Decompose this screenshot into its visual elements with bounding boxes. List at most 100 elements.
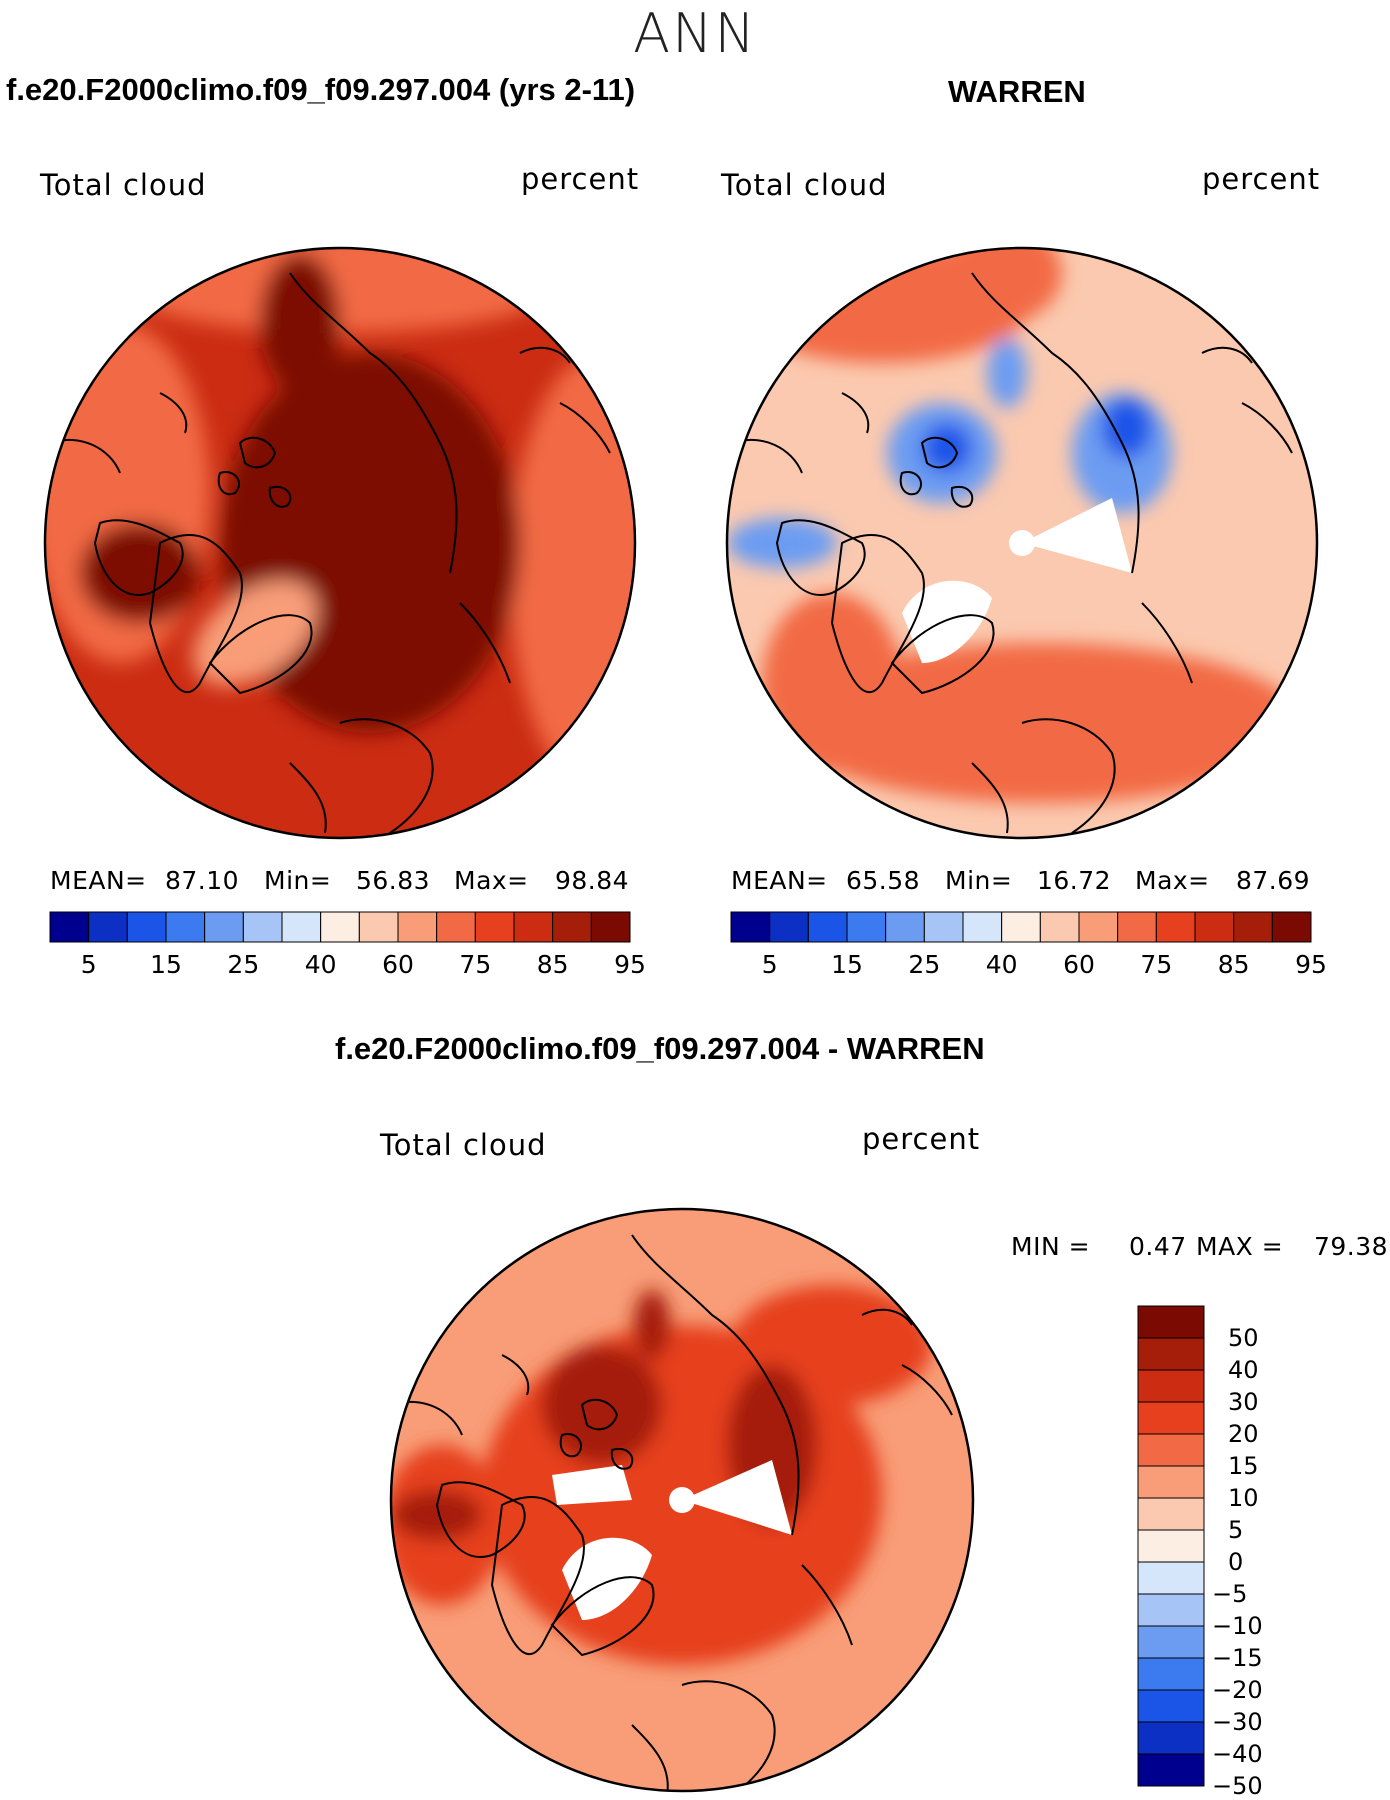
diff-polar-map [389,1207,975,1793]
colorbar-tick-label: 5 [80,950,97,979]
colorbar-swatch [358,911,399,943]
panel-2-case-title: WARREN [948,74,1086,109]
colorbar-tick-label: 15 [150,950,182,979]
colorbar-tick-label: 95 [1295,950,1327,979]
panel-1-mean-label: MEAN= [50,866,147,895]
colorbar-swatch [769,911,809,943]
colorbar-swatch [474,911,515,943]
colorbar-tick-label: 40 [985,950,1018,979]
panel-2-min-label: Min= [945,866,1013,895]
diff-colorbar-tick-label: −15 [1212,1644,1263,1672]
panel-1-max-value: 98.84 [555,866,630,895]
diff-colorbar-swatch [1137,1561,1205,1595]
colorbar-tick-label: 95 [614,950,646,979]
diff-colorbar-swatch [1137,1305,1205,1339]
panel-1-min-value: 56.83 [356,866,431,895]
panel-1-min-label: Min= [264,866,332,895]
panel-1-map-border [43,246,637,840]
diff-colorbar-tick-label: −40 [1212,1740,1263,1768]
colorbar-swatch [513,911,554,943]
panel-1-max-label: Max= [454,866,529,895]
diff-colorbar-swatch [1137,1369,1205,1403]
colorbar-swatch [1001,911,1041,943]
panel-2-stats: MEAN= 65.58 Min= 16.72 Max= 87.69 [731,866,1311,896]
colorbar-tick-label: 15 [831,950,863,979]
colorbar-swatch [204,911,244,943]
panel-2-max-value: 87.69 [1236,866,1311,895]
colorbar-swatch [1039,911,1080,943]
diff-minmax: MIN = 0.47 MAX = 79.38 [1011,1232,1389,1262]
diff-max-value: 79.38 [1314,1232,1389,1261]
diff-colorbar-swatch [1137,1337,1205,1371]
colorbar-tick-label: 60 [382,950,414,979]
diff-colorbar-swatch [1137,1689,1205,1723]
diff-max-label: MAX = [1196,1232,1284,1261]
diff-colorbar-swatch [1137,1657,1205,1691]
diff-colorbar-tick-label: −30 [1212,1708,1263,1736]
panel-1-stats: MEAN= 87.10 Min= 56.83 Max= 98.84 [50,866,630,896]
diff-colorbar-tick-label: 5 [1228,1516,1244,1544]
colorbar-swatch [1117,911,1157,943]
colorbar-tick-label: 40 [304,950,337,979]
panel-2-mean-value: 65.58 [846,866,921,895]
colorbar-swatch [281,911,322,943]
diff-colorbar-tick-label: 20 [1228,1420,1259,1448]
diff-colorbar-tick-label: 10 [1228,1484,1259,1512]
panel-2-polar-map [725,246,1319,840]
colorbar-swatch [397,911,438,943]
page-title: ANN [633,2,757,65]
diff-colorbar-swatch [1137,1593,1205,1627]
colorbar-swatch [1194,911,1235,943]
panel-1-variable-label: Total cloud [40,168,207,202]
colorbar-tick-label: 75 [459,950,492,979]
diff-colorbar-tick-label: 50 [1228,1324,1259,1352]
colorbar-swatch [923,911,964,943]
panel-2-map-border [725,246,1319,840]
panel-1-colorbar-ticks: 5 15 25 40 60 75 85 95 [50,950,646,982]
diff-colorbar-tick-label: −10 [1212,1612,1263,1640]
diff-colorbar-swatch [1137,1753,1205,1787]
colorbar-tick-label: 5 [761,950,778,979]
colorbar-swatch [730,911,771,943]
colorbar-tick-label: 75 [1140,950,1173,979]
diff-min-value: 0.47 [1129,1232,1187,1261]
diff-colorbar-tick-label: 30 [1228,1388,1259,1416]
colorbar-swatch [885,911,925,943]
colorbar-swatch [165,911,206,943]
diff-colorbar-swatch [1137,1497,1205,1531]
panel-2-mean-label: MEAN= [731,866,828,895]
panel-1-case-title: f.e20.F2000climo.f09_f09.297.004 (yrs 2-… [6,72,636,107]
colorbar-tick-label: 85 [536,950,569,979]
diff-colorbar-swatch [1137,1401,1205,1435]
panel-2-colorbar [730,911,1312,943]
panel-2-variable-label: Total cloud [721,168,888,202]
panel-1-mean-value: 87.10 [165,866,240,895]
colorbar-swatch [1078,911,1119,943]
colorbar-swatch [1233,911,1273,943]
colorbar-swatch [436,911,476,943]
colorbar-swatch [1155,911,1196,943]
diff-variable-label: Total cloud [380,1128,547,1162]
panel-2-min-value: 16.72 [1037,866,1112,895]
diff-units-label: percent [862,1122,981,1156]
panel-1-polar-map [43,246,637,840]
panel-1-colorbar [49,911,631,943]
colorbar-swatch [807,911,848,943]
diff-colorbar-swatch [1137,1433,1205,1467]
colorbar-swatch [126,911,167,943]
colorbar-tick-label: 85 [1217,950,1250,979]
colorbar-swatch [1271,911,1312,943]
diff-case-title: f.e20.F2000climo.f09_f09.297.004 - WARRE… [335,1031,985,1066]
diff-map-border [389,1207,975,1793]
colorbar-tick-label: 25 [908,950,941,979]
diff-colorbar-tick-label: 15 [1228,1452,1259,1480]
colorbar-swatch [242,911,283,943]
colorbar-tick-label: 60 [1063,950,1095,979]
diff-colorbar-swatch [1137,1529,1205,1563]
colorbar-tick-label: 25 [227,950,260,979]
panel-2-units-label: percent [1202,162,1321,196]
colorbar-swatch [49,911,90,943]
diff-colorbar-tick-label: 40 [1228,1356,1259,1384]
diff-colorbar-swatch [1137,1625,1205,1659]
diff-min-label: MIN = [1011,1232,1091,1261]
